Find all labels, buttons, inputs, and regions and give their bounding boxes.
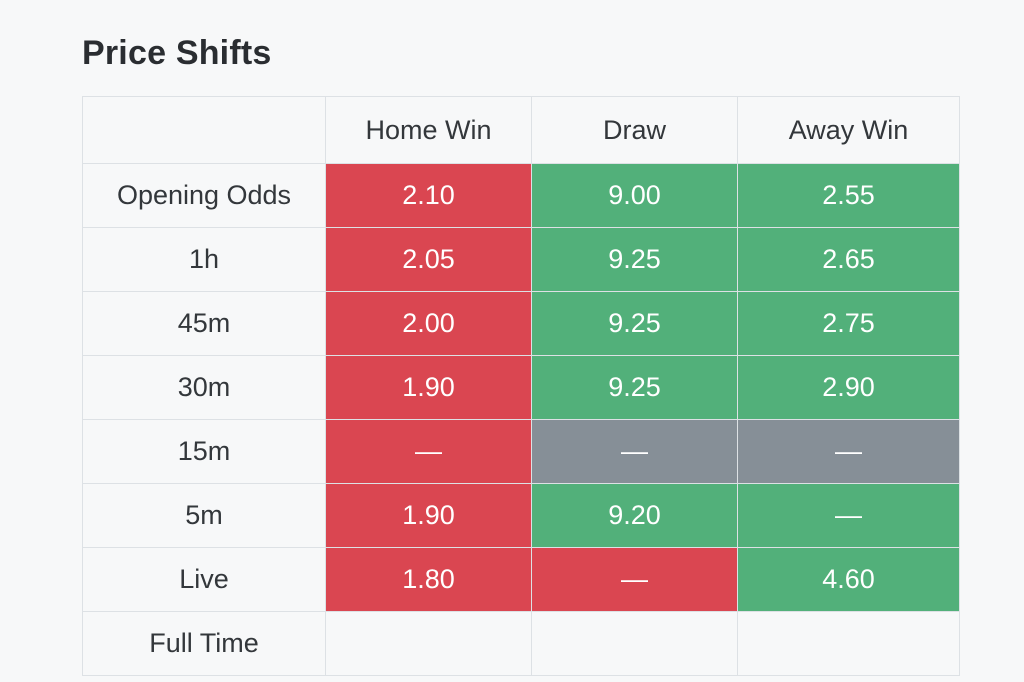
odds-cell xyxy=(531,611,738,676)
row-label: 15m xyxy=(82,419,326,484)
row-label: Full Time xyxy=(82,611,326,676)
row-label: 30m xyxy=(82,355,326,420)
odds-cell: — xyxy=(325,419,532,484)
table-row: 15m — — — xyxy=(82,419,960,484)
page-title: Price Shifts xyxy=(82,34,272,72)
row-label: 5m xyxy=(82,483,326,548)
odds-cell xyxy=(325,611,532,676)
header-corner xyxy=(82,96,326,164)
odds-cell: — xyxy=(737,419,960,484)
odds-cell: 2.10 xyxy=(325,163,532,228)
odds-cell: 2.90 xyxy=(737,355,960,420)
header-row: Home Win Draw Away Win xyxy=(82,96,960,164)
odds-cell xyxy=(737,611,960,676)
header-home-win: Home Win xyxy=(325,96,532,164)
table-row: 1h 2.05 9.25 2.65 xyxy=(82,227,960,292)
odds-cell: 2.65 xyxy=(737,227,960,292)
row-label: Opening Odds xyxy=(82,163,326,228)
table-row: Full Time xyxy=(82,611,960,676)
price-shifts-table: Home Win Draw Away Win Opening Odds 2.10 9… xyxy=(82,96,960,676)
odds-cell: — xyxy=(531,419,738,484)
odds-cell: 9.20 xyxy=(531,483,738,548)
odds-cell: 9.00 xyxy=(531,163,738,228)
row-label: 1h xyxy=(82,227,326,292)
table-row: 45m 2.00 9.25 2.75 xyxy=(82,291,960,356)
odds-cell: — xyxy=(531,547,738,612)
table-row: 5m 1.90 9.20— xyxy=(82,483,960,548)
odds-cell: — xyxy=(737,483,960,548)
row-label: 45m xyxy=(82,291,326,356)
table-row: Live 1.80—4.60 xyxy=(82,547,960,612)
odds-cell: 9.25 xyxy=(531,227,738,292)
odds-cell: 9.25 xyxy=(531,355,738,420)
odds-cell: 1.80 xyxy=(325,547,532,612)
odds-cell: 2.05 xyxy=(325,227,532,292)
table-row: 30m 1.90 9.25 2.90 xyxy=(82,355,960,420)
header-draw: Draw xyxy=(531,96,738,164)
odds-cell: 2.75 xyxy=(737,291,960,356)
odds-cell: 1.90 xyxy=(325,355,532,420)
odds-cell: 2.00 xyxy=(325,291,532,356)
row-label: Live xyxy=(82,547,326,612)
header-away-win: Away Win xyxy=(737,96,960,164)
table-row: Opening Odds 2.10 9.00 2.55 xyxy=(82,163,960,228)
odds-cell: 9.25 xyxy=(531,291,738,356)
odds-cell: 2.55 xyxy=(737,163,960,228)
odds-cell: 4.60 xyxy=(737,547,960,612)
odds-cell: 1.90 xyxy=(325,483,532,548)
